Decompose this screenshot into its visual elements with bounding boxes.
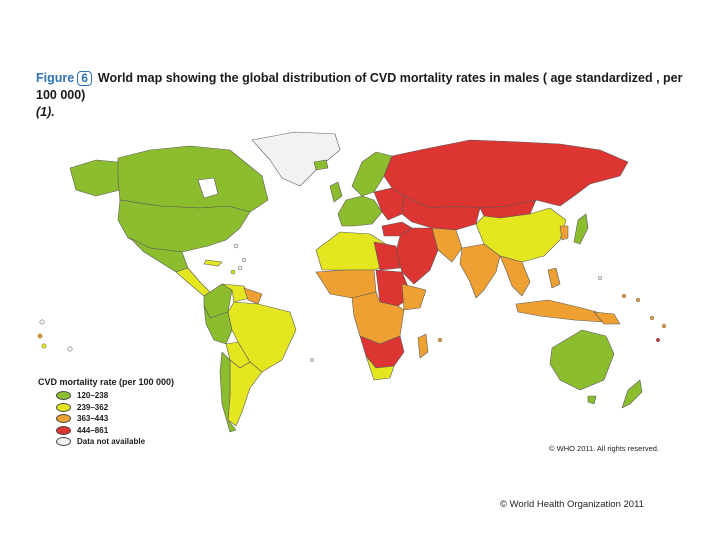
region-korea <box>559 225 569 241</box>
region-central-africa <box>351 291 405 345</box>
island-dot <box>635 297 641 303</box>
region-venezuela <box>221 283 251 303</box>
legend-label: 120–238 <box>77 391 109 401</box>
legend-item: 444–861 <box>38 425 174 437</box>
island-dot <box>437 337 443 343</box>
island-dot <box>67 346 73 352</box>
figure-caption: Figure 6 World map showing the global dist… <box>36 70 686 121</box>
island-dot <box>655 337 661 343</box>
region-usa <box>117 199 251 253</box>
organization-credit: © World Health Organization 2011 <box>500 499 644 510</box>
region-greenland <box>251 131 341 187</box>
region-egypt <box>373 241 401 271</box>
region-western-europe <box>337 195 383 227</box>
island-dot <box>309 357 315 363</box>
region-new-zealand <box>621 379 643 409</box>
region-southeast-asia <box>499 255 531 297</box>
region-argentina <box>227 359 263 427</box>
legend-item: 120–238 <box>38 390 174 402</box>
island-dot <box>649 315 655 321</box>
legend-swatch <box>56 391 71 401</box>
legend-label: 239–362 <box>77 402 109 412</box>
legend-title: CVD mortality rate (per 100 000) <box>38 377 175 387</box>
region-guianas <box>243 287 263 305</box>
island-dot <box>237 265 243 271</box>
region-indonesia <box>515 299 605 323</box>
figure-citation: (1). <box>36 105 55 119</box>
legend-item: 239–362 <box>38 402 174 414</box>
island-dot <box>39 319 45 325</box>
region-chile <box>219 351 237 433</box>
island-dot <box>233 243 239 249</box>
legend-item: 363–443 <box>38 413 174 425</box>
island-dot <box>621 293 627 299</box>
region-png <box>593 311 621 325</box>
region-central-asia <box>401 195 481 231</box>
region-central-america <box>175 267 211 297</box>
region-uk <box>329 181 343 203</box>
region-canada <box>117 145 269 213</box>
map-legend: CVD mortality rate (per 100 000) 120–238… <box>38 377 174 448</box>
island-dot <box>597 275 603 281</box>
legend-label: 363–443 <box>77 414 109 424</box>
region-iceland <box>313 159 329 171</box>
figure-label: Figure <box>36 71 75 85</box>
region-russia <box>383 139 629 209</box>
figure-title: World map showing the global distributio… <box>36 71 683 102</box>
region-peru <box>203 305 233 345</box>
region-japan <box>573 213 589 245</box>
island-dot <box>41 343 47 349</box>
legend-swatch <box>56 437 71 447</box>
island-dot <box>37 333 43 339</box>
region-caribbean <box>203 259 223 267</box>
island-dot <box>230 269 236 275</box>
region-philippines <box>547 267 561 289</box>
legend-swatch <box>56 425 71 435</box>
figure-number: 6 <box>77 71 92 86</box>
legend-item: Data not available <box>38 436 174 448</box>
region-south-africa <box>365 355 395 381</box>
region-australia <box>549 329 615 391</box>
island-dot <box>661 323 667 329</box>
legend-label: 444–861 <box>77 425 109 435</box>
legend-label: Data not available <box>77 437 146 447</box>
legend-swatch <box>56 414 71 424</box>
island-dot <box>241 257 247 263</box>
region-alaska <box>69 159 121 197</box>
region-madagascar <box>417 333 429 359</box>
region-tasmania <box>587 395 597 405</box>
region-horn <box>401 283 427 311</box>
region-west-africa <box>315 269 377 299</box>
legend-swatch <box>56 402 71 412</box>
region-iran <box>431 227 463 263</box>
rights-notice: © WHO 2011. All rights reserved. <box>549 444 660 453</box>
region-india <box>459 243 501 299</box>
